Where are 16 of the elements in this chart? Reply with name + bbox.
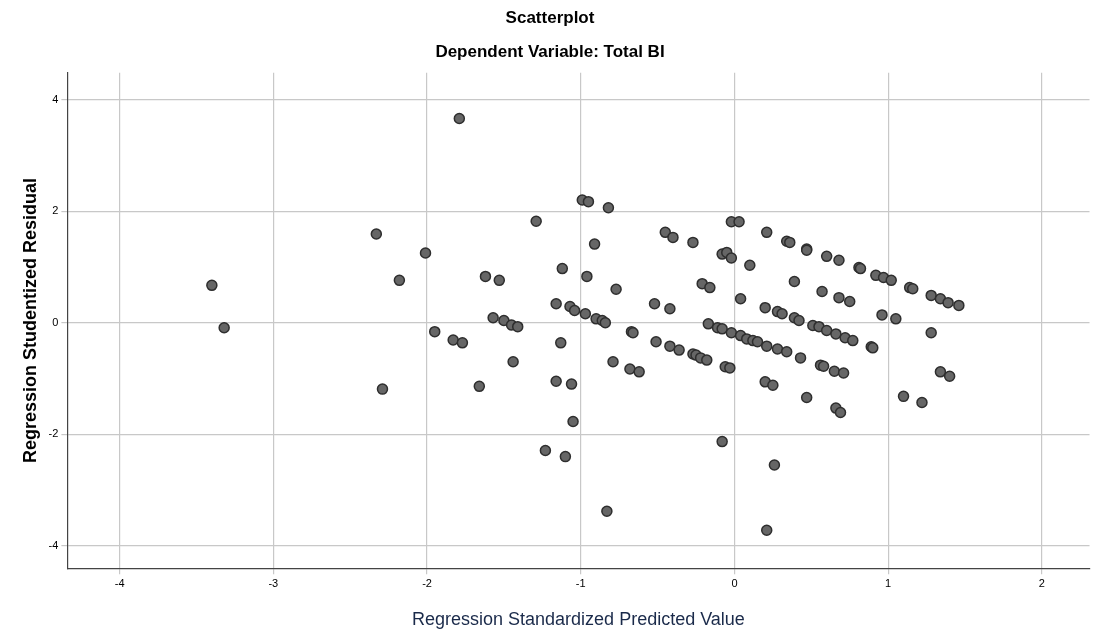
chart-subtitle: Dependent Variable: Total BI — [435, 42, 665, 62]
y-tick-label: -2 — [48, 427, 59, 440]
x-tick-label: 2 — [1038, 576, 1045, 589]
y-tick-label: 0 — [52, 315, 59, 328]
y-tick-label: 4 — [52, 92, 59, 105]
x-tick-label: 0 — [731, 576, 738, 589]
y-tick-label: -4 — [48, 538, 59, 551]
y-axis-title: Regression Studentized Residual — [19, 177, 40, 464]
x-tick-label: -3 — [268, 576, 279, 589]
y-tick-label: 2 — [52, 204, 59, 217]
x-tick-label: -4 — [114, 576, 125, 589]
chart-title: Scatterplot — [505, 7, 595, 27]
x-tick-label: -1 — [575, 576, 586, 589]
x-tick-label: -2 — [422, 576, 432, 589]
x-axis-title: Regression Standardized Predicted Value — [412, 609, 745, 630]
x-tick-label: 1 — [885, 576, 892, 589]
